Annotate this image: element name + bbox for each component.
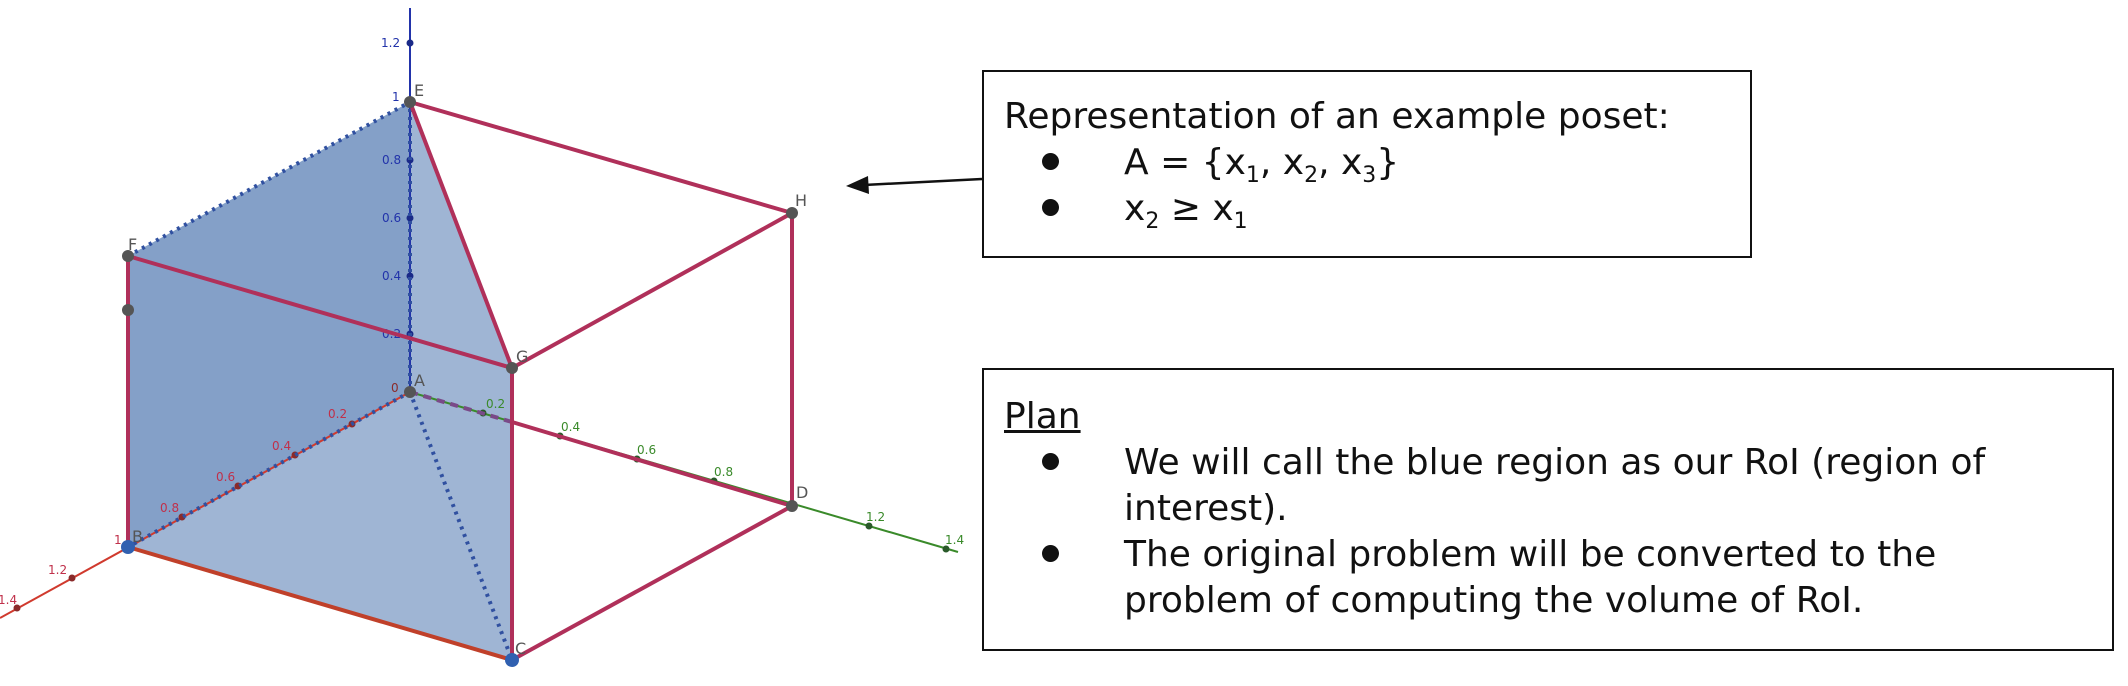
y-tick-label: 0.6 [637, 443, 656, 457]
x-tick-label: 0.4 [272, 439, 291, 453]
plan-bullet-line: interest). [1124, 488, 1288, 529]
vertex-a-point [404, 386, 416, 398]
poset-set-definition: A = {x1, x2, x3} [1124, 142, 1400, 188]
y-tick-label: 0.2 [486, 397, 505, 411]
vertex-label-d: D [796, 483, 808, 502]
vertex-label-f: F [128, 235, 137, 254]
vertex-label-b: B [132, 527, 143, 546]
vertex-label-g: G [516, 347, 528, 366]
z-tick-label: 1 [392, 90, 400, 104]
poset-bullet: x2 ≥ x1 [1004, 186, 1750, 234]
plan-bullet-line: The original problem will be converted t… [1124, 534, 1937, 575]
bullet-dot [1042, 199, 1059, 216]
vertex-label-e: E [414, 81, 424, 100]
pointer-arrow [846, 176, 983, 194]
bullet-dot [1042, 153, 1059, 170]
z-tick-label: 0.4 [382, 269, 401, 283]
y-tick-label: 1.2 [866, 510, 885, 524]
vertex-b-point [121, 540, 135, 554]
cube-diagram: 0.2 0.4 0.6 0.8 1 1.2 1.4 0.2 0.4 0.6 0.… [0, 8, 964, 667]
bullet-dot [1042, 545, 1059, 562]
vertex-label-a: A [414, 371, 425, 390]
roi-face-slant [128, 102, 512, 660]
x-tick-label: 1.4 [0, 593, 17, 607]
plan-bullet-list: We will call the blue region as our RoI … [1004, 440, 2112, 624]
poset-relation: x2 ≥ x1 [1124, 188, 1248, 234]
vertex-label-h: H [795, 191, 807, 210]
vertex-label-c: C [515, 639, 526, 658]
poset-description-box: Representation of an example poset: A = … [982, 70, 1752, 258]
vertex-f-point [122, 250, 134, 262]
plan-box: Plan We will call the blue region as our… [982, 368, 2114, 651]
y-tick-label: 0.4 [561, 420, 580, 434]
edge-point [122, 304, 134, 316]
poset-title: Representation of an example poset: [1004, 96, 1670, 137]
x-tick-label: 1.2 [48, 563, 67, 577]
plan-bullet: We will call the blue region as our RoI … [1004, 440, 2112, 532]
x-tick-label: 0.2 [328, 407, 347, 421]
origin-label: 0 [391, 381, 399, 395]
y-tick-label: 0.8 [714, 465, 733, 479]
roi-region [128, 102, 512, 660]
x-tick-label: 1 [114, 533, 122, 547]
z-tick-label: 1.2 [381, 36, 400, 50]
plan-bullet: The original problem will be converted t… [1004, 532, 2112, 624]
plan-bullet-line: We will call the blue region as our RoI … [1124, 442, 1986, 483]
z-tick-label: 0.6 [382, 211, 401, 225]
vertex-points [121, 96, 798, 667]
vertex-g-point [506, 362, 518, 374]
vertex-d-point [786, 500, 798, 512]
x-axis: 0.2 0.4 0.6 0.8 1 1.2 1.4 [0, 391, 411, 619]
y-tick-label: 1.4 [945, 533, 964, 547]
plan-title: Plan [1004, 396, 1081, 437]
x-tick-label: 0.8 [160, 501, 179, 515]
bullet-dot [1042, 453, 1059, 470]
z-tick-label: 0.8 [382, 153, 401, 167]
poset-bullet-list: A = {x1, x2, x3} x2 ≥ x1 [1004, 140, 1750, 234]
vertex-e-point [404, 96, 416, 108]
vertex-c-point [505, 653, 519, 667]
vertex-h-point [786, 207, 798, 219]
poset-bullet: A = {x1, x2, x3} [1004, 140, 1750, 188]
vertex-labels: A B C D E F G H [128, 81, 808, 658]
x-tick-label: 0.6 [216, 470, 235, 484]
hidden-edge [409, 390, 513, 424]
plan-bullet-line: problem of computing the volume of RoI. [1124, 580, 1864, 621]
roi-dashed-edges [127, 100, 514, 661]
